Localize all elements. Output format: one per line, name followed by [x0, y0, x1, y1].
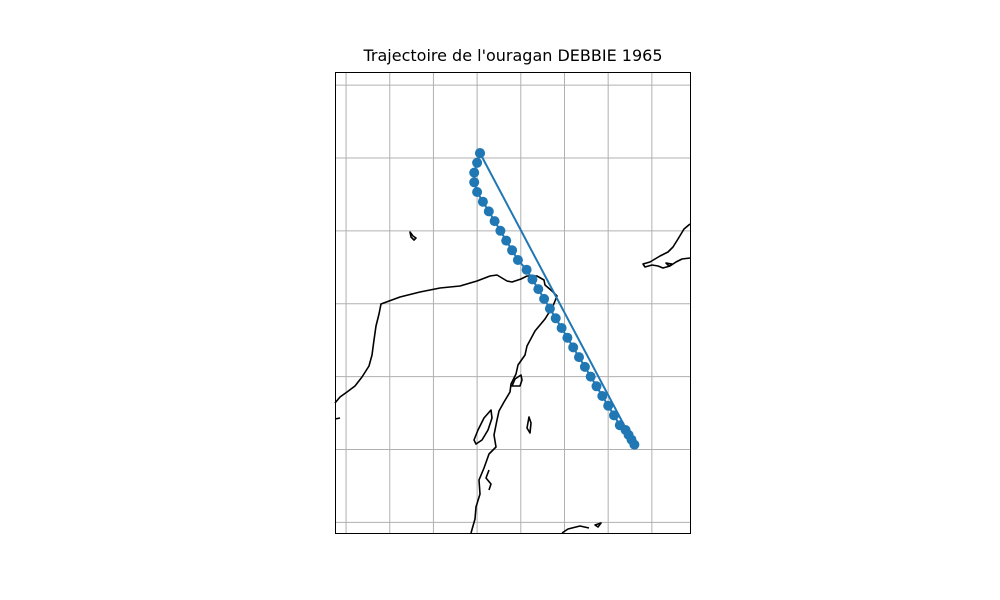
track-point	[539, 293, 550, 304]
track-point	[472, 157, 483, 168]
chart-title: Trajectoire de l'ouragan DEBBIE 1965	[363, 46, 663, 65]
track-point	[521, 264, 532, 275]
track-point	[609, 410, 619, 421]
track-point	[562, 332, 573, 343]
track-point	[477, 196, 488, 207]
coastlines	[334, 223, 691, 534]
track-point	[550, 313, 561, 324]
coastline-isle-of-youth	[665, 262, 673, 267]
coastline-island-small	[409, 231, 417, 241]
hurricane-track	[469, 148, 640, 450]
track-point	[629, 439, 640, 450]
coastline-island-cozumel	[511, 374, 523, 387]
coastline-belize-cay	[526, 416, 532, 434]
track-point	[591, 381, 602, 392]
track-point	[585, 371, 596, 382]
track-point	[495, 225, 506, 236]
track-point	[568, 342, 579, 353]
track-point	[544, 303, 555, 314]
track-point	[501, 235, 512, 246]
gridlines	[335, 72, 690, 533]
track-point	[512, 255, 523, 265]
coastline-honduras-isle	[594, 522, 602, 528]
coastline-mexico-gulf	[334, 274, 558, 534]
track-point	[469, 177, 480, 188]
coastline-belize-south	[485, 469, 492, 491]
track-point	[527, 274, 538, 285]
coastline-cuba	[642, 223, 691, 269]
coastline-belize	[473, 409, 493, 445]
track-point	[472, 187, 483, 197]
track-point	[469, 167, 480, 178]
map-frame	[335, 72, 691, 534]
track-point	[533, 284, 544, 295]
track-point	[597, 391, 608, 401]
track-point	[483, 206, 494, 217]
track-point	[579, 361, 590, 372]
track-point	[603, 400, 614, 411]
track-point	[475, 148, 485, 159]
track-line	[473, 152, 636, 446]
coastline-honduras	[561, 525, 590, 534]
track-point	[507, 245, 518, 256]
track-point	[574, 352, 584, 363]
track-point	[556, 323, 567, 333]
track-point	[489, 216, 500, 227]
